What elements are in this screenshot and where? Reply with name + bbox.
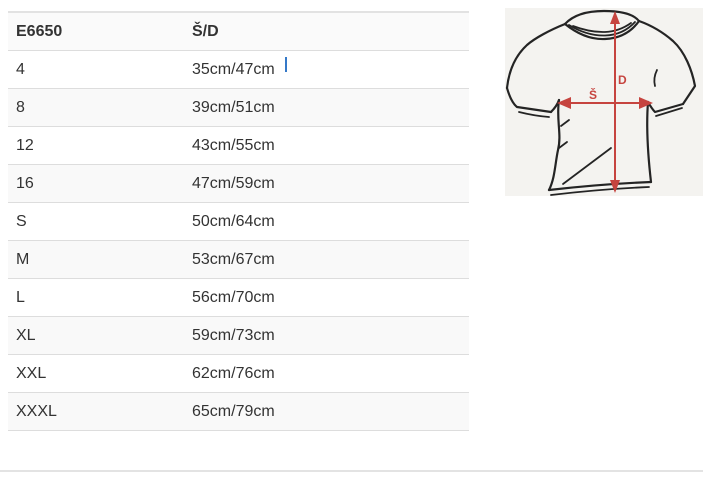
table-row: 12 43cm/55cm	[8, 126, 469, 165]
measurement-cell: 59cm/73cm	[184, 316, 469, 355]
measurement-cell: 35cm/47cm	[184, 50, 469, 89]
arrow-right-icon	[639, 97, 653, 109]
length-label: D	[618, 73, 627, 87]
measurement-cell: 56cm/70cm	[184, 278, 469, 317]
table-header-row: E6650 Š/D	[8, 12, 469, 51]
size-cell: XXXL	[8, 392, 184, 431]
size-cell: 4	[8, 50, 184, 89]
measurement-cell: 50cm/64cm	[184, 202, 469, 241]
table-row: M 53cm/67cm	[8, 240, 469, 279]
size-chart-table: E6650 Š/D 4 35cm/47cm 8 39cm/51cm 12 43c…	[8, 11, 469, 431]
table-row: 16 47cm/59cm	[8, 164, 469, 203]
header-product-code: E6650	[8, 12, 184, 51]
tshirt-drawing-icon: D Š	[505, 9, 697, 196]
table-row: XXXL 65cm/79cm	[8, 392, 469, 431]
table-row: 8 39cm/51cm	[8, 88, 469, 127]
width-label: Š	[589, 87, 597, 102]
measurement-cell: 62cm/76cm	[184, 354, 469, 393]
text-cursor	[285, 57, 287, 72]
measurement-cell: 65cm/79cm	[184, 392, 469, 431]
size-cell: S	[8, 202, 184, 241]
size-cell: XXL	[8, 354, 184, 393]
table-row: XXL 62cm/76cm	[8, 354, 469, 393]
table-row: S 50cm/64cm	[8, 202, 469, 241]
size-cell: M	[8, 240, 184, 279]
size-cell: 8	[8, 88, 184, 127]
header-width-length: Š/D	[184, 12, 469, 51]
tshirt-size-diagram: D Š	[505, 8, 703, 196]
size-cell: 12	[8, 126, 184, 165]
size-cell: 16	[8, 164, 184, 203]
measurement-cell: 39cm/51cm	[184, 88, 469, 127]
table-row: L 56cm/70cm	[8, 278, 469, 317]
size-cell: L	[8, 278, 184, 317]
arrow-left-icon	[557, 97, 571, 109]
table-row: XL 59cm/73cm	[8, 316, 469, 355]
measurement-cell: 43cm/55cm	[184, 126, 469, 165]
size-cell: XL	[8, 316, 184, 355]
measurement-cell: 53cm/67cm	[184, 240, 469, 279]
table-row: 4 35cm/47cm	[8, 50, 469, 89]
arrow-up-icon	[610, 11, 620, 24]
bottom-divider	[0, 470, 703, 472]
measurement-cell: 47cm/59cm	[184, 164, 469, 203]
arrow-down-icon	[610, 180, 620, 193]
